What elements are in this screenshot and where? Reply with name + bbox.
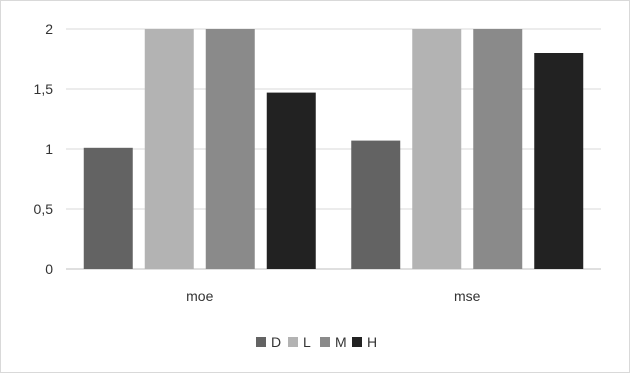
bar-M-mse [473,29,523,269]
y-axis-ticks: 0 0,5 1 1,5 2 [34,21,54,277]
bar-D-moe [83,147,133,269]
y-tick-label: 1 [45,141,53,157]
x-category-label: mse [454,288,481,304]
bar-D-mse [351,140,401,269]
legend-item-D: D [256,334,281,350]
legend-item-H: H [352,334,377,350]
y-tick-label: 1,5 [34,81,54,97]
bar-M-moe [205,29,255,269]
bar-L-moe [144,29,194,269]
bars [83,29,584,269]
legend-swatch [352,337,362,347]
legend-item-L: L [288,334,311,350]
bar-H-mse [534,53,584,269]
legend-swatch [320,337,330,347]
legend-item-M: M [320,334,347,350]
legend-label: M [335,334,347,350]
x-category-label: moe [186,288,213,304]
bar-L-mse [412,29,462,269]
y-tick-label: 2 [45,21,53,37]
legend-swatch [256,337,266,347]
bar-H-moe [266,92,316,269]
legend-label: L [303,334,311,350]
legend-swatch [288,337,298,347]
legend-label: H [367,334,377,350]
y-tick-label: 0,5 [34,201,54,217]
y-tick-label: 0 [45,261,53,277]
legend-label: D [271,334,281,350]
x-axis-categories: moe mse [186,288,481,304]
